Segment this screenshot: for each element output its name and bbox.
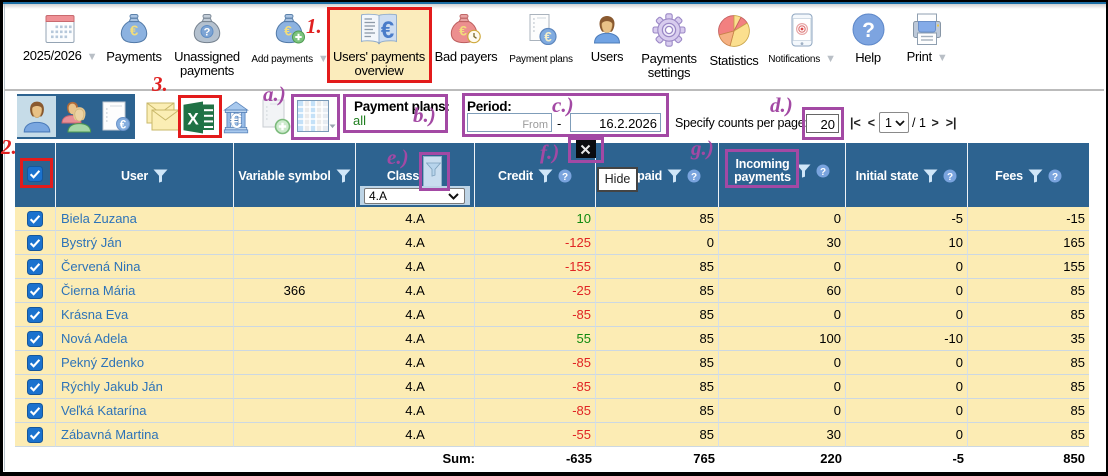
svg-text:€: € bbox=[120, 119, 127, 131]
svg-text:?: ? bbox=[562, 172, 568, 183]
svg-text:?: ? bbox=[1052, 172, 1058, 183]
svg-text:€: € bbox=[284, 23, 292, 39]
svg-text:?: ? bbox=[204, 27, 211, 39]
svg-text:€: € bbox=[459, 23, 467, 39]
svg-text:€: € bbox=[230, 109, 242, 133]
svg-text:?: ? bbox=[862, 19, 875, 42]
svg-text:X: X bbox=[187, 110, 199, 129]
svg-text:?: ? bbox=[947, 172, 953, 183]
svg-text:€: € bbox=[544, 30, 552, 45]
svg-text:?: ? bbox=[820, 167, 826, 178]
svg-text:?: ? bbox=[691, 172, 697, 183]
svg-text:€: € bbox=[381, 17, 394, 44]
svg-text:€: € bbox=[130, 23, 139, 40]
